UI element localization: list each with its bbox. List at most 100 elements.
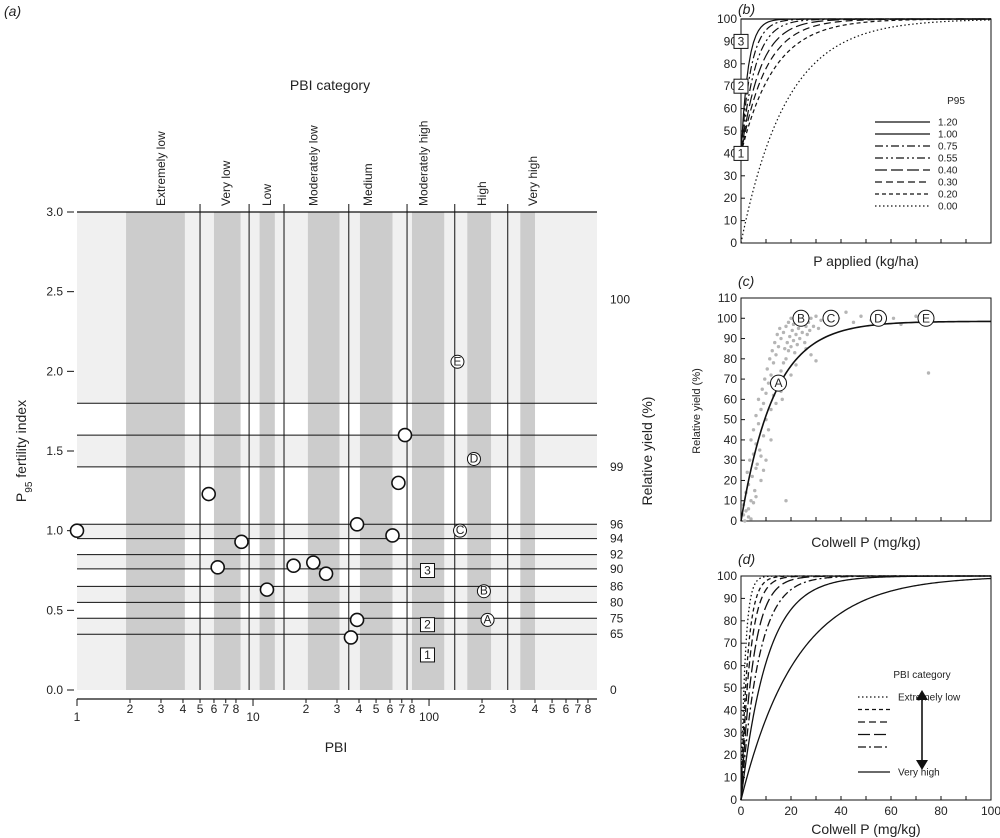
relative-yield-label: 99 bbox=[610, 460, 624, 474]
category-band bbox=[467, 212, 492, 690]
observation-point bbox=[759, 478, 763, 483]
x-tick-label: 5 bbox=[549, 702, 556, 716]
lettered-point-label: D bbox=[470, 451, 479, 465]
series-line bbox=[740, 19, 992, 244]
data-point bbox=[397, 427, 413, 443]
observation-point bbox=[819, 318, 823, 322]
observation-point bbox=[809, 353, 813, 357]
observation-point bbox=[784, 499, 788, 503]
observation-point bbox=[779, 336, 783, 341]
observation-point bbox=[781, 330, 786, 335]
observation-point bbox=[891, 316, 896, 320]
series-line bbox=[740, 575, 991, 801]
data-point bbox=[385, 528, 400, 543]
x-tick-label: 4 bbox=[356, 702, 363, 716]
y-tick-label: 2.0 bbox=[46, 364, 63, 378]
boxed-point-label: 1 bbox=[424, 648, 431, 662]
series-line bbox=[740, 575, 991, 801]
x-tick-label: 4 bbox=[532, 702, 539, 716]
lettered-point-marker bbox=[792, 309, 810, 327]
observation-point bbox=[926, 371, 931, 375]
lettered-point-label: A bbox=[484, 612, 492, 626]
observation-point bbox=[773, 340, 777, 345]
lettered-point-marker bbox=[770, 374, 787, 392]
boxed-point-label: 2 bbox=[424, 618, 431, 632]
series-line bbox=[740, 577, 992, 801]
observation-point bbox=[776, 344, 781, 349]
observation-point bbox=[811, 324, 816, 329]
lettered-point-label: E bbox=[922, 311, 930, 325]
y-axis-title-a-rest: fertility index bbox=[13, 400, 29, 482]
observation-point bbox=[749, 517, 753, 521]
panel-c-response-curve bbox=[740, 320, 992, 522]
observation-point bbox=[814, 359, 818, 363]
x-tick-label: 7 bbox=[398, 702, 405, 716]
y-tick-label: 70 bbox=[724, 636, 738, 650]
x-axis-title-c: Colwell P (mg/kg) bbox=[811, 534, 920, 550]
lettered-point-label: D bbox=[874, 311, 883, 325]
y-tick-label: 40 bbox=[724, 433, 738, 447]
relative-yield-label: 90 bbox=[610, 562, 624, 576]
observation-point bbox=[793, 351, 797, 355]
observation-point bbox=[780, 397, 784, 402]
observation-point bbox=[768, 357, 772, 361]
y-tick-label: 3.0 bbox=[46, 205, 63, 219]
boxed-point: 3 bbox=[419, 563, 435, 578]
lettered-point: D bbox=[466, 451, 481, 466]
x-tick-label: 7 bbox=[574, 702, 581, 716]
boxed-point: 2 bbox=[419, 617, 435, 633]
y-tick-label: 100 bbox=[717, 569, 737, 583]
relative-yield-label: 100 bbox=[610, 293, 630, 307]
boxed-point: 1 bbox=[733, 145, 749, 161]
x-tick-label: 2 bbox=[479, 702, 486, 716]
observation-point bbox=[755, 462, 759, 466]
lettered-point: D bbox=[870, 309, 887, 327]
lettered-point-marker bbox=[466, 451, 481, 466]
legend-label: 0.40 bbox=[938, 166, 958, 177]
legend-label: 0.00 bbox=[938, 202, 958, 213]
y-tick-label: 20 bbox=[724, 191, 738, 205]
x-tick-label: 20 bbox=[784, 804, 798, 818]
observation-point bbox=[798, 336, 802, 341]
x-tick-label: 10 bbox=[246, 710, 260, 724]
observation-point bbox=[756, 421, 761, 426]
lettered-point-marker bbox=[450, 354, 465, 369]
x-tick-label: 1 bbox=[74, 710, 81, 724]
lettered-point: B bbox=[476, 584, 491, 599]
y-tick-label: 20 bbox=[724, 473, 738, 487]
observation-point bbox=[769, 407, 773, 412]
panel-c-axes: 0 10 20 30 40 50 60 70 80 90 100 110 bbox=[717, 291, 992, 528]
y-tick-label: 100 bbox=[717, 12, 737, 26]
observation-point bbox=[746, 507, 751, 511]
series-line bbox=[740, 575, 991, 801]
panel-a-label: (a) bbox=[4, 3, 21, 19]
observation-point bbox=[816, 326, 821, 331]
observation-point bbox=[789, 373, 793, 377]
observation-point bbox=[764, 391, 768, 395]
y-tick-label: 1.5 bbox=[46, 444, 63, 458]
plot-frame bbox=[740, 575, 992, 801]
observation-point bbox=[749, 499, 753, 503]
lettered-point-marker bbox=[870, 309, 887, 327]
y-tick-label: 1.0 bbox=[46, 524, 63, 538]
observation-point bbox=[784, 357, 788, 361]
data-point bbox=[391, 475, 406, 491]
category-band bbox=[411, 212, 445, 690]
category-boundaries bbox=[199, 204, 509, 690]
y-tick-label: 30 bbox=[724, 453, 738, 467]
observation-point bbox=[809, 316, 813, 320]
observation-point bbox=[743, 519, 747, 523]
category-band bbox=[307, 212, 340, 690]
x-tick-label: 0 bbox=[738, 804, 745, 818]
relative-yield-label: 0 bbox=[610, 683, 617, 697]
panel-d-chart: 0 10 20 30 40 50 60 70 80 90 100 0 20 40 60 80 100 PBI c… bbox=[717, 569, 1000, 837]
x-axis-title-a: PBI bbox=[325, 739, 348, 755]
observation-point bbox=[748, 458, 752, 462]
panel-d-label: (d) bbox=[738, 551, 755, 567]
observation-point bbox=[774, 353, 778, 357]
relative-yield-label: 65 bbox=[610, 627, 624, 641]
x-tick-label: 80 bbox=[934, 804, 948, 818]
category-label: High bbox=[475, 181, 489, 206]
